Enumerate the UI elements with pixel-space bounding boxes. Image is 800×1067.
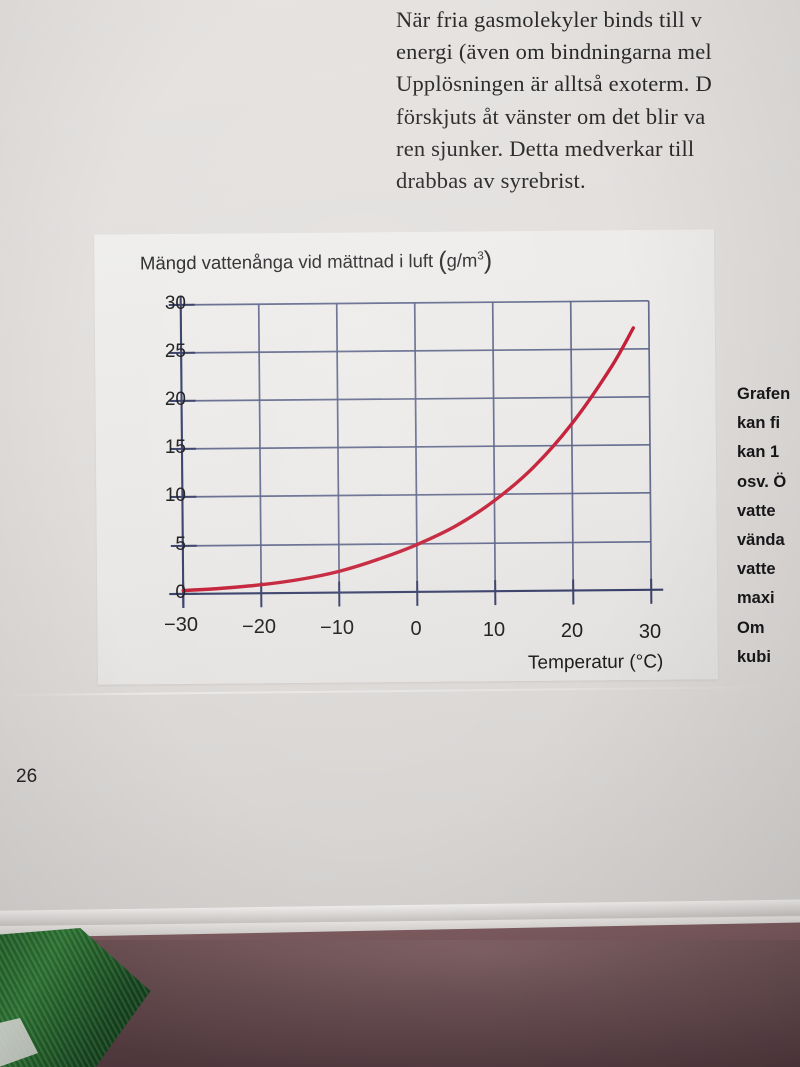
x-axis-label: Temperatur (°C) (527, 651, 664, 674)
y-tick-label: 30 (164, 293, 186, 314)
margin-line: maxi (737, 589, 775, 608)
x-tick-label: −20 (242, 616, 276, 638)
x-tick-label: 10 (482, 619, 506, 641)
margin-line: osv. Ö (737, 472, 787, 491)
x-tick-label: −30 (164, 614, 198, 636)
y-axis (179, 296, 185, 608)
y-tick-label: 10 (164, 485, 186, 506)
margin-line: vända (737, 531, 785, 550)
saturation-curve (181, 326, 636, 593)
y-tick-label: 25 (164, 341, 186, 362)
x-tick-label: −10 (320, 617, 354, 639)
y-tick-label: 5 (175, 534, 186, 555)
x-tick-marks (182, 578, 653, 608)
body-line: energi (även om bindningarna mel (396, 39, 712, 65)
x-tick-label: 0 (410, 618, 422, 640)
body-line: När fria gasmolekyler binds till v (396, 7, 703, 32)
y-tick-label: 15 (164, 437, 186, 458)
body-paragraph: När fria gasmolekyler binds till v energ… (396, 4, 800, 197)
x-tick-label: 20 (560, 620, 584, 642)
margin-line: Grafen (737, 385, 791, 403)
body-line: förskjuts åt vänster om det blir va (396, 103, 706, 129)
y-tick-label: 20 (164, 389, 186, 410)
body-line: Upplösningen är alltså exoterm. D (396, 71, 712, 97)
margin-line: kan 1 (737, 443, 780, 462)
grid-horizontal (180, 299, 651, 547)
body-line: drabbas av syrebrist. (396, 168, 586, 194)
x-tick-label: 30 (638, 621, 662, 643)
margin-line: kan fi (737, 414, 781, 433)
y-tick-label: 0 (175, 582, 186, 603)
margin-note: Grafen kan fi kan 1 osv. Ö vatte vända v… (737, 380, 800, 672)
margin-line: kubi (737, 647, 771, 666)
body-line: ren sjunker. Detta medverkar till (396, 135, 695, 161)
page-number: 26 (16, 766, 38, 787)
margin-line: Om (737, 618, 765, 637)
margin-line: vatte (737, 501, 776, 520)
margin-line: vatte (737, 560, 776, 579)
